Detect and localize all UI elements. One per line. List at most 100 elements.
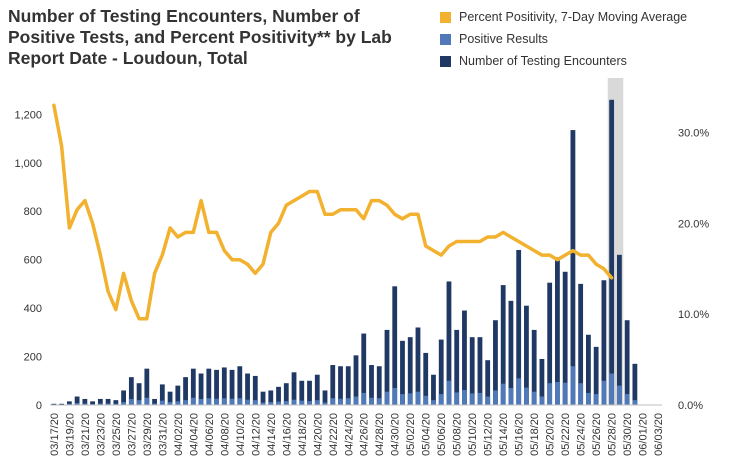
bar-positive-results: [524, 387, 529, 405]
x-tick-label: 04/08/20: [219, 413, 231, 456]
bar-testing-encounters: [113, 400, 119, 405]
bar-testing-encounters: [446, 281, 452, 405]
bar-positive-results: [268, 402, 274, 405]
bar-testing-encounters: [539, 358, 545, 405]
legend-item-positive-results[interactable]: Positive Results: [440, 28, 687, 50]
bar-positive-results: [105, 403, 111, 405]
bar-testing-encounters: [624, 320, 630, 405]
bar-positive-results: [493, 390, 498, 405]
bar-positive-results: [245, 399, 250, 405]
x-tick-label: 04/06/20: [204, 413, 216, 456]
bar-positive-results: [159, 400, 165, 405]
bar-positive-results: [485, 396, 491, 405]
bar-testing-encounters: [128, 377, 134, 405]
bar-positive-results: [616, 385, 622, 405]
bar-positive-results: [570, 366, 576, 405]
bar-testing-encounters: [314, 374, 320, 405]
bar-testing-encounters: [407, 337, 413, 405]
bar-testing-encounters: [361, 333, 367, 405]
bar-testing-encounters: [524, 305, 529, 405]
bar-positive-results: [539, 396, 545, 405]
x-tick-label: 04/02/20: [173, 413, 185, 456]
bar-positive-results: [345, 398, 351, 405]
bar-testing-encounters: [322, 390, 328, 405]
x-tick-label: 04/12/20: [250, 413, 262, 456]
bar-positive-results: [469, 393, 475, 405]
legend-swatch-testing-encounters: [440, 55, 451, 67]
bar-testing-encounters: [330, 365, 336, 405]
bar-testing-encounters: [415, 327, 421, 405]
bar-testing-encounters: [59, 403, 65, 405]
x-tick-label: 03/17/20: [49, 413, 61, 456]
x-tick-label: 05/02/20: [405, 413, 417, 456]
x-tick-label: 04/04/20: [188, 413, 200, 456]
bar-testing-encounters: [237, 366, 243, 405]
bar-positive-results: [400, 394, 405, 405]
x-tick-label: 05/28/20: [607, 413, 619, 456]
legend-item-percent-positivity[interactable]: Percent Positivity, 7-Day Moving Average: [440, 6, 687, 28]
bar-positive-results: [237, 398, 243, 405]
bar-positive-results: [376, 398, 382, 405]
bar-positive-results: [206, 398, 212, 405]
bar-positive-results: [446, 380, 452, 405]
bar-positive-results: [221, 398, 227, 405]
bar-testing-encounters: [82, 398, 88, 405]
x-tick-label: 05/20/20: [545, 413, 557, 456]
bar-testing-encounters: [144, 368, 150, 405]
x-tick-label: 03/19/20: [64, 413, 76, 456]
x-tick-label: 03/21/20: [80, 413, 92, 456]
y-right-tick-label: 10.0%: [678, 309, 709, 321]
x-tick-label: 03/25/20: [111, 413, 123, 456]
x-tick-label: 05/12/20: [483, 413, 495, 456]
bar-testing-encounters: [252, 375, 258, 405]
bar-testing-encounters: [190, 368, 196, 405]
x-tick-label: 06/03/20: [653, 413, 665, 456]
bar-positive-results: [384, 391, 390, 405]
bar-testing-encounters: [353, 355, 359, 405]
bar-positive-results: [276, 401, 281, 405]
bar-testing-encounters: [121, 390, 126, 405]
bar-testing-encounters: [586, 334, 591, 405]
bar-positive-results: [167, 402, 173, 405]
y-right-tick-label: 30.0%: [678, 128, 709, 140]
bar-testing-encounters: [291, 372, 297, 405]
bar-positive-results: [593, 394, 599, 405]
bar-positive-results: [562, 382, 568, 405]
bar-positive-results: [97, 403, 103, 405]
bar-positive-results: [152, 403, 157, 405]
bar-testing-encounters: [570, 130, 576, 406]
bar-positive-results: [361, 392, 367, 405]
bar-testing-encounters: [167, 391, 173, 405]
bar-testing-encounters: [516, 249, 522, 405]
bar-positive-results: [175, 401, 181, 405]
legend-label-percent-positivity: Percent Positivity, 7-Day Moving Average: [459, 10, 688, 24]
bar-testing-encounters: [229, 369, 235, 405]
bar-testing-encounters: [198, 373, 204, 405]
bar-testing-encounters: [338, 366, 343, 405]
x-tick-label: 04/24/20: [343, 413, 355, 456]
bar-testing-encounters: [276, 386, 281, 405]
bar-positive-results: [198, 398, 204, 405]
x-tick-label: 05/08/20: [452, 413, 464, 456]
legend-item-testing-encounters[interactable]: Number of Testing Encounters: [440, 50, 687, 72]
bar-testing-encounters: [384, 329, 390, 405]
bar-positive-results: [66, 403, 72, 405]
bar-testing-encounters: [260, 391, 266, 405]
bar-positive-results: [144, 397, 150, 405]
x-tick-label: 03/31/20: [157, 413, 169, 456]
bar-positive-results: [121, 402, 126, 405]
bar-positive-results: [462, 389, 467, 405]
x-tick-label: 03/29/20: [142, 413, 154, 456]
bar-positive-results: [136, 400, 142, 405]
bar-positive-results: [314, 400, 320, 405]
y-left-tick-label: 800: [24, 206, 42, 218]
y-right-tick-label: 0.0%: [678, 400, 703, 412]
bar-positive-results: [291, 399, 297, 405]
bar-testing-encounters: [74, 396, 80, 405]
x-tick-label: 03/23/20: [95, 413, 107, 456]
bar-testing-encounters: [531, 329, 537, 405]
line-percent-positivity: [52, 103, 614, 321]
chart-legend: Percent Positivity, 7-Day Moving Average…: [440, 6, 687, 72]
bar-testing-encounters: [601, 280, 607, 405]
bar-testing-encounters: [183, 377, 188, 405]
